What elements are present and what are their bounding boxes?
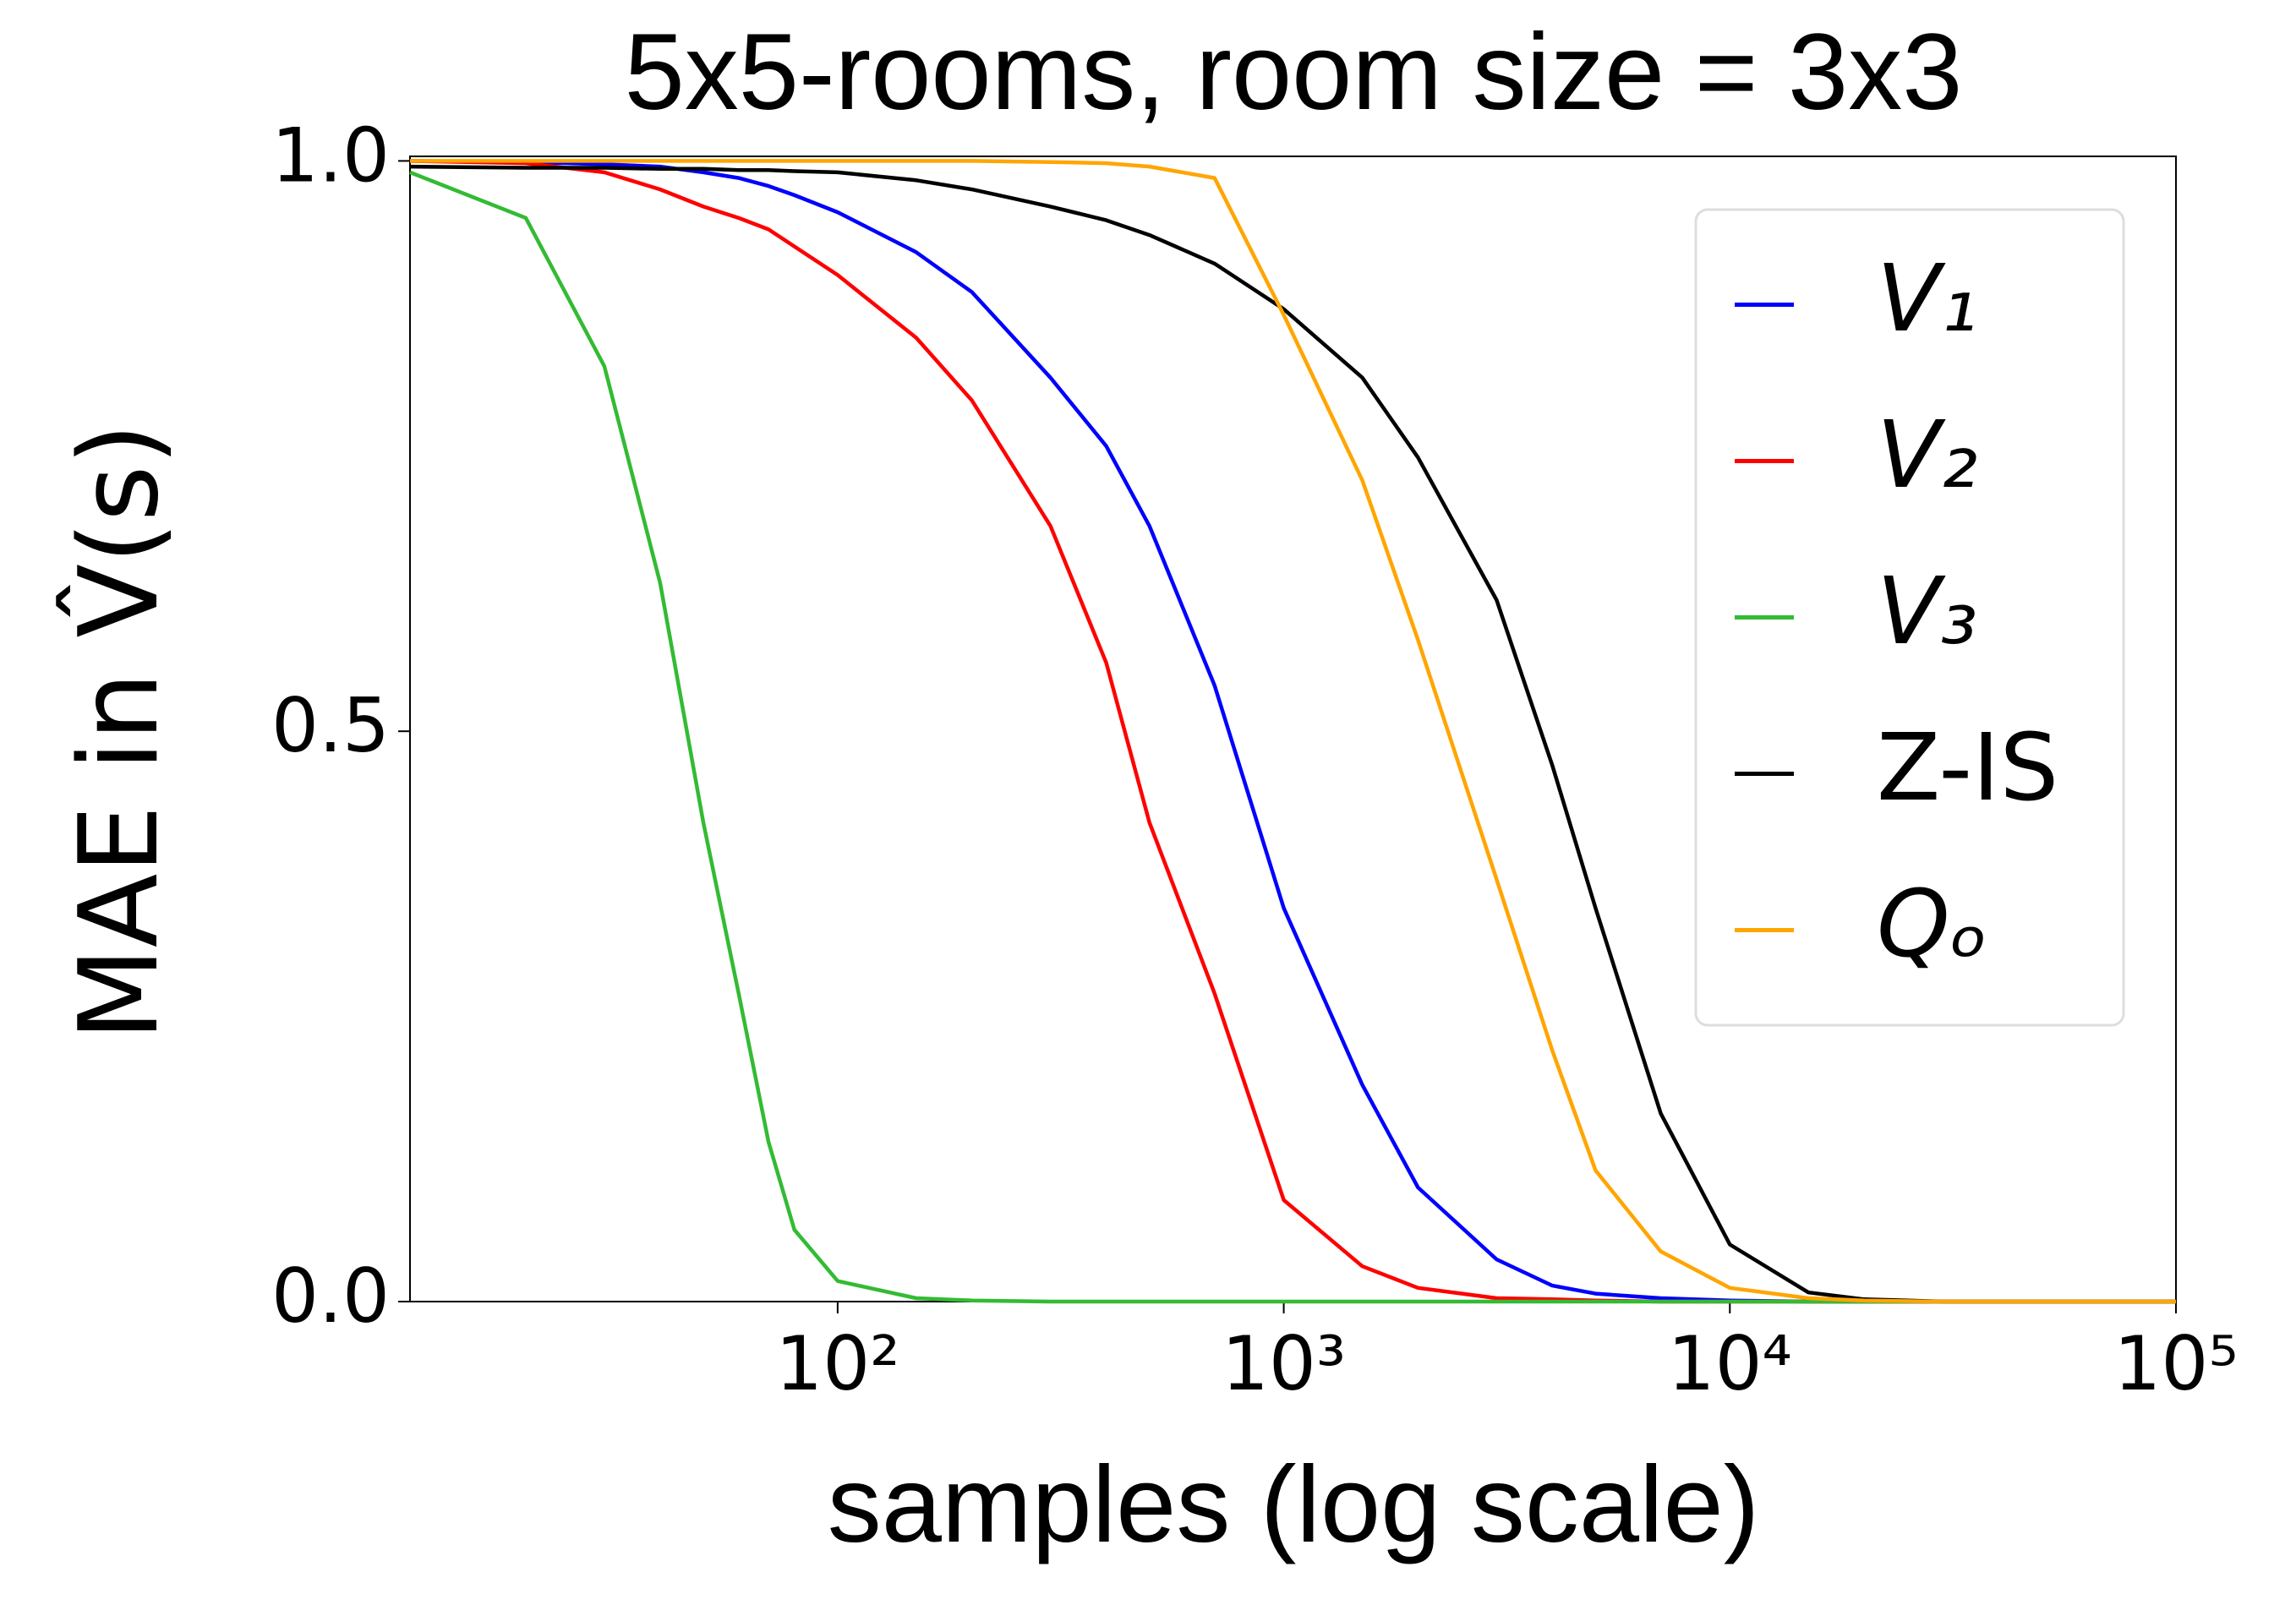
legend-label: V₁ bbox=[1877, 244, 1977, 352]
legend-label: V₃ bbox=[1877, 557, 1977, 665]
x-tick-label: 10² bbox=[775, 1320, 899, 1407]
y-axis-label: MAE in V̂(s) bbox=[56, 423, 183, 1040]
legend-box bbox=[1694, 208, 2125, 1027]
x-tick-label: 10⁴ bbox=[1668, 1320, 1792, 1407]
y-tick-label: 0.0 bbox=[271, 1253, 390, 1340]
x-tick-label: 10⁵ bbox=[2113, 1320, 2238, 1407]
x-axis-label: samples (log scale) bbox=[828, 1444, 1760, 1565]
y-tick-label: 0.5 bbox=[271, 682, 390, 769]
legend: V₁ V₂ V₃ Z-IS Qₒ bbox=[1694, 208, 2125, 1027]
legend-label: V₂ bbox=[1877, 401, 1977, 509]
series-line bbox=[410, 159, 2176, 1304]
legend-label: Qₒ bbox=[1877, 870, 1988, 978]
legend-label: Z-IS bbox=[1877, 713, 2058, 822]
chart-title: 5x5-rooms, room size = 3x3 bbox=[625, 12, 1963, 133]
series-line bbox=[409, 164, 2176, 1304]
series-line bbox=[409, 170, 2176, 1304]
x-tick-label: 10³ bbox=[1222, 1320, 1346, 1407]
y-tick-label: 1.0 bbox=[271, 112, 390, 199]
